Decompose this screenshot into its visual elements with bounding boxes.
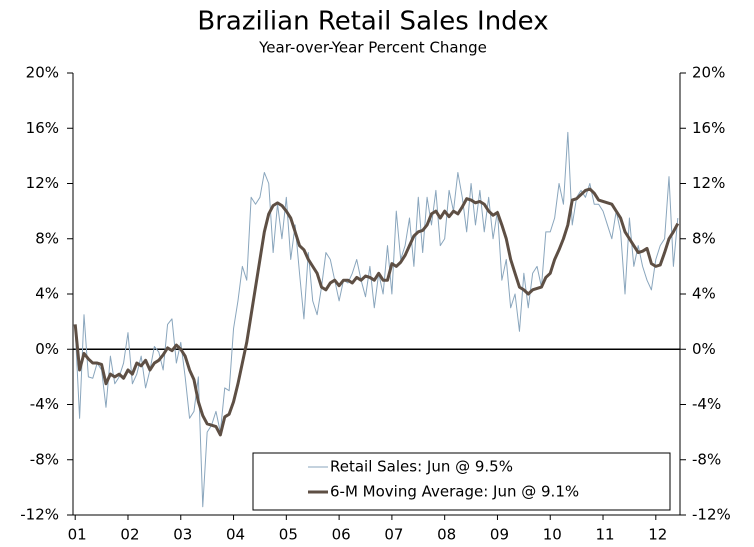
- y2-tick-label: 0%: [692, 340, 716, 358]
- series-line: [73, 187, 680, 437]
- y2-tick-label: 4%: [692, 285, 716, 303]
- y2-tick-label: 16%: [692, 119, 725, 137]
- chart-subtitle: Year-over-Year Percent Change: [258, 39, 487, 57]
- y2-tick-label: 20%: [692, 64, 725, 82]
- x-tick-label: 11: [595, 526, 614, 544]
- y-tick-label: -8%: [30, 450, 59, 468]
- x-tick-label: 03: [173, 526, 192, 544]
- y-tick-label: -12%: [20, 506, 59, 524]
- x-tick-label: 07: [384, 526, 403, 544]
- chart-title: Brazilian Retail Sales Index: [197, 7, 548, 37]
- legend-label: 6-M Moving Average: Jun @ 9.1%: [330, 483, 579, 501]
- x-tick-label: 12: [648, 526, 667, 544]
- y2-tick-label: -8%: [692, 450, 721, 468]
- y-tick-label: -4%: [30, 395, 59, 413]
- x-tick-label: 09: [490, 526, 509, 544]
- y-tick-label: 8%: [35, 229, 59, 247]
- y-tick-label: 16%: [26, 119, 59, 137]
- x-tick-label: 06: [332, 526, 351, 544]
- y2-tick-label: -12%: [692, 506, 731, 524]
- y2-tick-label: 8%: [692, 229, 716, 247]
- x-tick-label: 08: [437, 526, 456, 544]
- legend-label: Retail Sales: Jun @ 9.5%: [330, 458, 513, 476]
- x-tick-label: 04: [226, 526, 245, 544]
- x-tick-label: 05: [279, 526, 298, 544]
- y2-tick-label: -4%: [692, 395, 721, 413]
- y-tick-label: 4%: [35, 285, 59, 303]
- x-tick-label: 10: [543, 526, 562, 544]
- y-tick-label: 12%: [26, 174, 59, 192]
- y2-tick-label: 12%: [692, 174, 725, 192]
- x-tick-label: 01: [68, 526, 87, 544]
- y-tick-label: 20%: [26, 64, 59, 82]
- x-tick-label: 02: [120, 526, 139, 544]
- legend-box: [252, 452, 671, 511]
- y-tick-label: 0%: [35, 340, 59, 358]
